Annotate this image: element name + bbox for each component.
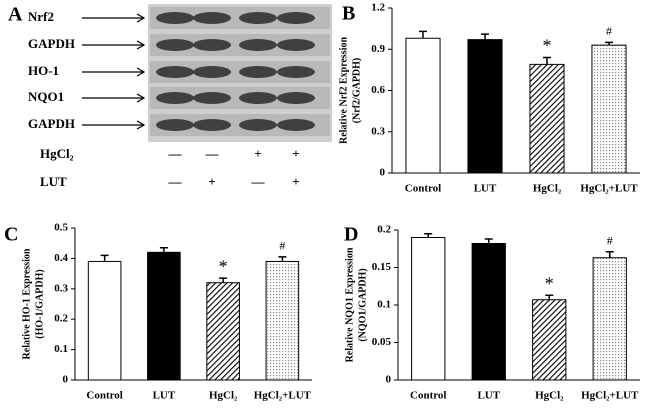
bar xyxy=(411,237,446,381)
x-tick-label: HgCl₂ xyxy=(209,390,238,402)
x-tick-label: HgCl₂+LUT xyxy=(580,183,638,195)
blot-row-label: HO-1 xyxy=(28,63,59,78)
band xyxy=(193,119,231,131)
x-tick-label: Control xyxy=(410,390,446,402)
x-tick-label: Control xyxy=(405,183,441,195)
y-tick-label: 0 xyxy=(380,167,386,179)
x-tick-label: HgCl₂ xyxy=(533,183,562,195)
significance-marker: * xyxy=(219,256,228,276)
bar xyxy=(206,282,240,381)
band xyxy=(193,66,231,78)
x-tick-label: LUT xyxy=(474,183,497,195)
panel-label: B xyxy=(342,3,355,25)
y-tick-label: 0.1 xyxy=(377,299,391,311)
bar xyxy=(467,39,503,174)
bar xyxy=(265,260,300,381)
band xyxy=(156,66,194,78)
band xyxy=(156,92,194,104)
bar xyxy=(529,63,565,174)
x-tick-label: HgCl₂ xyxy=(535,390,564,402)
y-axis-label: Relative Nrf2 Expression xyxy=(338,37,349,144)
blot-row-label: Nrf2 xyxy=(28,9,54,24)
arrow-head xyxy=(136,67,146,77)
x-tick-label: Control xyxy=(86,390,122,402)
y-tick-label: 0 xyxy=(63,374,69,386)
band xyxy=(156,119,194,131)
x-tick-label: HgCl₂+LUT xyxy=(581,390,639,402)
panel-label: D xyxy=(344,224,358,246)
y-axis-label: (HO-1/GAPDH) xyxy=(34,269,45,338)
arrow-head xyxy=(136,120,146,130)
band xyxy=(239,119,277,131)
band xyxy=(193,92,231,104)
treatment-sign: + xyxy=(292,146,299,161)
bar xyxy=(471,243,506,381)
treatment-sign: — xyxy=(251,174,266,189)
y-tick-label: 0.9 xyxy=(371,43,385,55)
treatment-sign: — xyxy=(205,146,220,161)
treatment-sign: + xyxy=(292,174,299,189)
band xyxy=(277,39,315,51)
y-tick-label: 1.2 xyxy=(371,2,385,14)
y-tick-label: 0.5 xyxy=(54,222,68,234)
band xyxy=(239,39,277,51)
y-tick-label: 0.6 xyxy=(371,84,385,96)
panel-label: A xyxy=(8,4,23,26)
band xyxy=(239,12,277,24)
band xyxy=(277,92,315,104)
bar xyxy=(147,251,181,381)
y-tick-label: 0.2 xyxy=(377,224,391,236)
y-tick-label: 0.4 xyxy=(54,252,68,264)
y-tick-label: 0.15 xyxy=(372,261,392,273)
y-tick-label: 0.1 xyxy=(54,343,68,355)
significance-marker: * xyxy=(543,36,552,56)
bar xyxy=(532,299,567,381)
band xyxy=(239,66,277,78)
y-axis-label: (Nrf2/GAPDH) xyxy=(351,58,362,124)
y-axis-label: Relative HO-1 Expression xyxy=(21,248,32,359)
arrow-head xyxy=(136,93,146,103)
bar xyxy=(405,37,441,174)
y-tick-label: 0 xyxy=(386,374,392,386)
treatment-label: LUT xyxy=(40,174,67,189)
y-tick-label: 0.2 xyxy=(54,313,68,325)
x-tick-label: LUT xyxy=(153,390,176,402)
band xyxy=(277,12,315,24)
treatment-sign: + xyxy=(254,146,261,161)
significance-marker: # xyxy=(607,234,613,248)
treatment-sign: — xyxy=(168,174,183,189)
significance-marker: # xyxy=(606,24,612,38)
band xyxy=(277,66,315,78)
significance-marker: * xyxy=(545,273,554,293)
band xyxy=(193,12,231,24)
significance-marker: # xyxy=(279,239,285,253)
y-tick-label: 0.3 xyxy=(371,125,385,137)
bar xyxy=(87,260,122,381)
band xyxy=(193,39,231,51)
blot-row-label: NQO1 xyxy=(28,89,64,104)
arrow-head xyxy=(136,40,146,50)
y-tick-label: 0.05 xyxy=(372,336,392,348)
treatment-sign: + xyxy=(208,174,215,189)
treatment-sign: — xyxy=(168,146,183,161)
bar xyxy=(591,44,627,174)
panel-label: C xyxy=(4,224,18,246)
x-tick-label: LUT xyxy=(477,390,500,402)
y-axis-label: Relative NQO1 Expression xyxy=(344,247,355,362)
blot-row-label: GAPDH xyxy=(28,116,75,131)
arrow-head xyxy=(136,13,146,23)
blot-row-label: GAPDH xyxy=(28,36,75,51)
band xyxy=(156,12,194,24)
band xyxy=(239,92,277,104)
bar xyxy=(592,257,627,381)
band xyxy=(277,119,315,131)
x-tick-label: HgCl₂+LUT xyxy=(254,390,312,402)
band xyxy=(156,39,194,51)
treatment-label: HgCl₂ xyxy=(40,146,74,161)
y-tick-label: 0.3 xyxy=(54,282,68,294)
y-axis-label: (NQO1/GAPDH) xyxy=(357,268,368,341)
